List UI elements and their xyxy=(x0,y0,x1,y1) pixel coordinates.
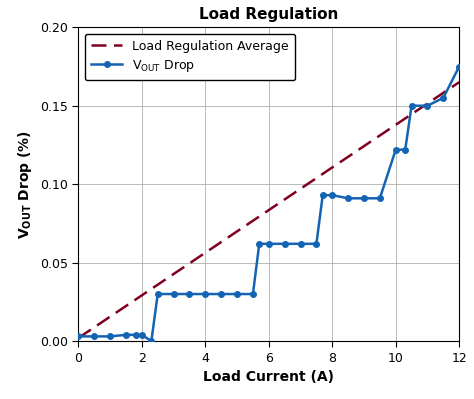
$\mathregular{V_{OUT}}$ Drop xyxy=(171,292,176,296)
X-axis label: Load Current (A): Load Current (A) xyxy=(203,370,334,384)
$\mathregular{V_{OUT}}$ Drop xyxy=(282,241,288,246)
$\mathregular{V_{OUT}}$ Drop xyxy=(313,241,319,246)
$\mathregular{V_{OUT}}$ Drop xyxy=(155,292,161,296)
$\mathregular{V_{OUT}}$ Drop xyxy=(123,332,129,337)
$\mathregular{V_{OUT}}$ Drop xyxy=(266,241,272,246)
Title: Load Regulation: Load Regulation xyxy=(199,7,338,22)
Y-axis label: $\mathregular{V_{OUT}}$ Drop (%): $\mathregular{V_{OUT}}$ Drop (%) xyxy=(17,130,35,239)
$\mathregular{V_{OUT}}$ Drop xyxy=(345,196,351,201)
$\mathregular{V_{OUT}}$ Drop xyxy=(329,193,335,198)
$\mathregular{V_{OUT}}$ Drop xyxy=(133,332,138,337)
$\mathregular{V_{OUT}}$ Drop xyxy=(187,292,192,296)
$\mathregular{V_{OUT}}$ Drop xyxy=(320,193,326,198)
$\mathregular{V_{OUT}}$ Drop xyxy=(409,103,414,108)
$\mathregular{V_{OUT}}$ Drop xyxy=(250,292,256,296)
$\mathregular{V_{OUT}}$ Drop xyxy=(139,332,145,337)
Line: $\mathregular{V_{OUT}}$ Drop: $\mathregular{V_{OUT}}$ Drop xyxy=(76,64,462,344)
$\mathregular{V_{OUT}}$ Drop xyxy=(298,241,303,246)
$\mathregular{V_{OUT}}$ Drop xyxy=(440,95,446,100)
$\mathregular{V_{OUT}}$ Drop xyxy=(377,196,383,201)
$\mathregular{V_{OUT}}$ Drop xyxy=(456,64,462,69)
$\mathregular{V_{OUT}}$ Drop xyxy=(107,334,113,339)
$\mathregular{V_{OUT}}$ Drop xyxy=(148,339,154,344)
$\mathregular{V_{OUT}}$ Drop xyxy=(219,292,224,296)
$\mathregular{V_{OUT}}$ Drop xyxy=(75,334,81,339)
$\mathregular{V_{OUT}}$ Drop xyxy=(202,292,208,296)
$\mathregular{V_{OUT}}$ Drop xyxy=(91,334,97,339)
$\mathregular{V_{OUT}}$ Drop xyxy=(402,147,408,152)
$\mathregular{V_{OUT}}$ Drop xyxy=(425,103,430,108)
$\mathregular{V_{OUT}}$ Drop xyxy=(234,292,240,296)
$\mathregular{V_{OUT}}$ Drop xyxy=(361,196,367,201)
$\mathregular{V_{OUT}}$ Drop xyxy=(256,241,262,246)
$\mathregular{V_{OUT}}$ Drop xyxy=(393,147,399,152)
Legend: Load Regulation Average, $\mathregular{V_{OUT}}$ Drop: Load Regulation Average, $\mathregular{V… xyxy=(85,34,295,80)
